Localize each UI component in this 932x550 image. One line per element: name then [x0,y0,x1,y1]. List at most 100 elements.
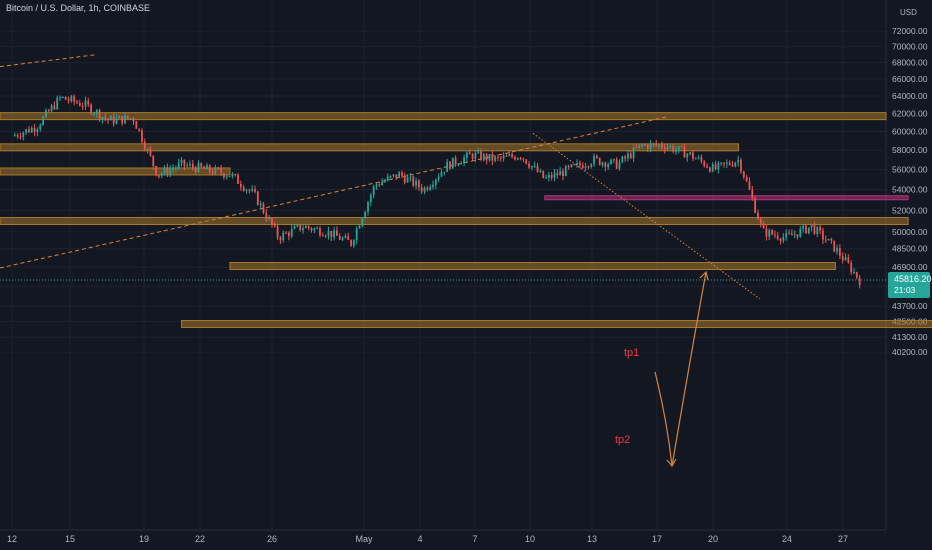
candle [542,170,545,179]
candle [593,153,595,167]
candle-body [638,144,641,148]
candle [697,155,700,160]
candle-body [466,152,468,158]
candle-body [95,110,98,114]
y-tick-label: 52000.00 [892,205,928,215]
candle-body [593,155,595,165]
candle [304,223,307,229]
candle-body [813,224,816,234]
candle [115,114,118,125]
candle-body [751,189,754,199]
candle-body [567,166,570,168]
candle [432,180,434,190]
candle [143,138,146,152]
candle [672,143,675,154]
candle-body [694,158,697,160]
candle-body [757,212,759,220]
support-resistance-zone [229,261,836,270]
candle [276,223,279,241]
candle-body [731,164,734,167]
candle [706,163,708,169]
candle-body [344,235,347,238]
candle-body [514,156,516,160]
candle-body [73,96,76,102]
candle [550,172,553,181]
candle-body [449,161,451,169]
candle-body [412,176,415,186]
candle [819,224,821,235]
y-tick-label: 54000.00 [892,185,928,195]
candle-body [728,162,731,165]
candle-body [604,162,607,168]
candle-body [652,143,655,145]
candle-body [361,218,364,226]
candle [491,150,494,166]
candle-body [251,189,254,191]
candle [703,160,706,168]
candle-body [50,105,53,112]
symbol-title[interactable]: Bitcoin / U.S. Dollar, 1h, COINBASE [6,3,151,13]
candle-body [197,163,200,172]
candle [166,163,169,178]
candle-body [64,96,67,100]
candle-body [494,156,497,161]
candle-body [686,154,689,158]
candle [16,133,19,139]
candle-body [138,128,141,131]
candle-body [70,96,73,101]
candle-body [559,171,562,176]
candle-body [697,157,700,159]
candle [748,177,751,191]
candle [850,260,853,275]
candle [660,141,663,150]
candle [242,184,245,192]
y-tick-label: 68000.00 [892,58,928,68]
candle-body [768,230,771,237]
candle-body [562,171,564,176]
candle [282,230,285,243]
trendline-upper [0,54,98,68]
candle [313,227,316,233]
candle-body [259,203,262,205]
candle [126,115,129,120]
candle-body [816,227,819,234]
candle-body [81,105,84,107]
candle-body [403,175,406,183]
candle [824,235,827,243]
x-tick-label: 4 [417,534,422,544]
candle-body [706,166,708,168]
candle-body [485,154,488,161]
candle-body [564,166,567,176]
candle-body [830,238,833,241]
candle [293,224,296,230]
candle [618,159,621,171]
candle-body [635,147,638,149]
candle-body [723,162,725,164]
candle-body [454,157,457,165]
candle-body [519,158,522,160]
candle-body [463,157,465,164]
candle-body [389,175,392,177]
candle [454,155,457,167]
candle-body [302,228,304,231]
candle [627,150,629,162]
candle [528,161,530,169]
candle [296,223,299,228]
candle-body [228,176,231,178]
candle-body [627,153,629,159]
annotation-tp2: tp2 [615,434,630,446]
candle [709,166,711,173]
candle-body [28,129,30,133]
candle [686,152,689,162]
candle-body [632,147,635,158]
candle [836,244,838,255]
candle-body [850,262,853,273]
candle-body [121,116,124,124]
support-resistance-zone [0,112,887,121]
candle [466,151,468,162]
candle-body [395,174,398,178]
candle-body [273,224,276,227]
candle-body [172,168,174,170]
candle-body [146,148,149,150]
